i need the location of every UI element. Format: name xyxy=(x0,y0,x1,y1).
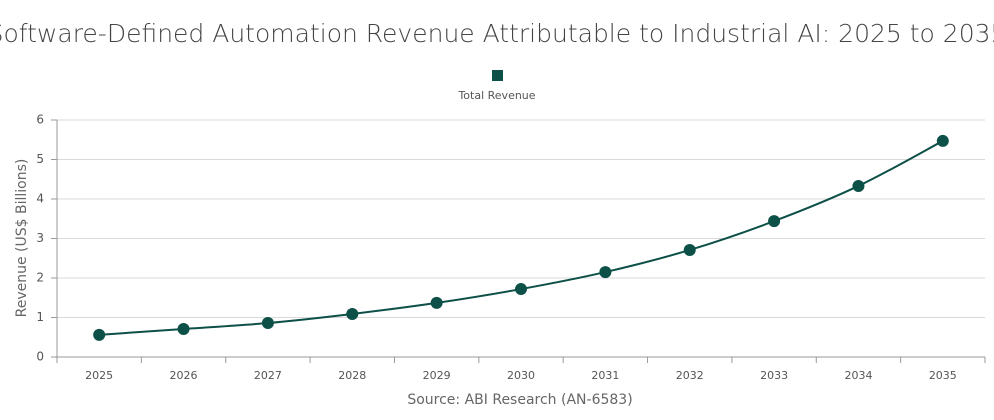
chart-title: Software-Defined Automation Revenue Attr… xyxy=(0,19,994,48)
x-tick-label: 2029 xyxy=(423,369,451,382)
y-tick-label: 0 xyxy=(36,350,44,364)
x-tick-label: 2033 xyxy=(760,369,788,382)
data-point xyxy=(346,307,359,320)
x-tick-label: 2032 xyxy=(676,369,704,382)
data-point xyxy=(515,283,527,296)
y-tick-label: 2 xyxy=(36,271,44,285)
data-point xyxy=(936,134,949,147)
x-tick-label: 2031 xyxy=(591,369,619,382)
x-tick-label: 2035 xyxy=(929,369,957,382)
y-tick-label: 4 xyxy=(36,192,44,206)
legend-label: Total Revenue xyxy=(457,89,535,102)
x-tick-label: 2027 xyxy=(254,369,282,382)
data-point xyxy=(430,296,443,309)
y-tick-label: 6 xyxy=(36,113,44,127)
data-point xyxy=(683,243,696,256)
y-tick-label: 3 xyxy=(36,231,44,245)
x-tick-label: 2030 xyxy=(507,369,535,382)
y-tick-label: 1 xyxy=(36,310,44,324)
y-tick-label: 5 xyxy=(36,152,44,166)
data-point xyxy=(768,215,781,228)
data-point xyxy=(261,317,274,330)
legend-swatch xyxy=(492,70,503,81)
data-point xyxy=(599,266,612,279)
x-tick-label: 2025 xyxy=(85,369,113,382)
source-note: Source: ABI Research (AN-6583) xyxy=(407,392,632,408)
x-tick-label: 2034 xyxy=(844,369,872,382)
data-point xyxy=(93,328,106,341)
x-tick-label: 2028 xyxy=(338,369,366,382)
x-tick-label: 2026 xyxy=(170,369,198,382)
y-axis-label: Revenue (US$ Billions) xyxy=(14,159,30,318)
series-line xyxy=(99,140,944,336)
data-point xyxy=(852,179,865,192)
data-point xyxy=(177,322,190,335)
